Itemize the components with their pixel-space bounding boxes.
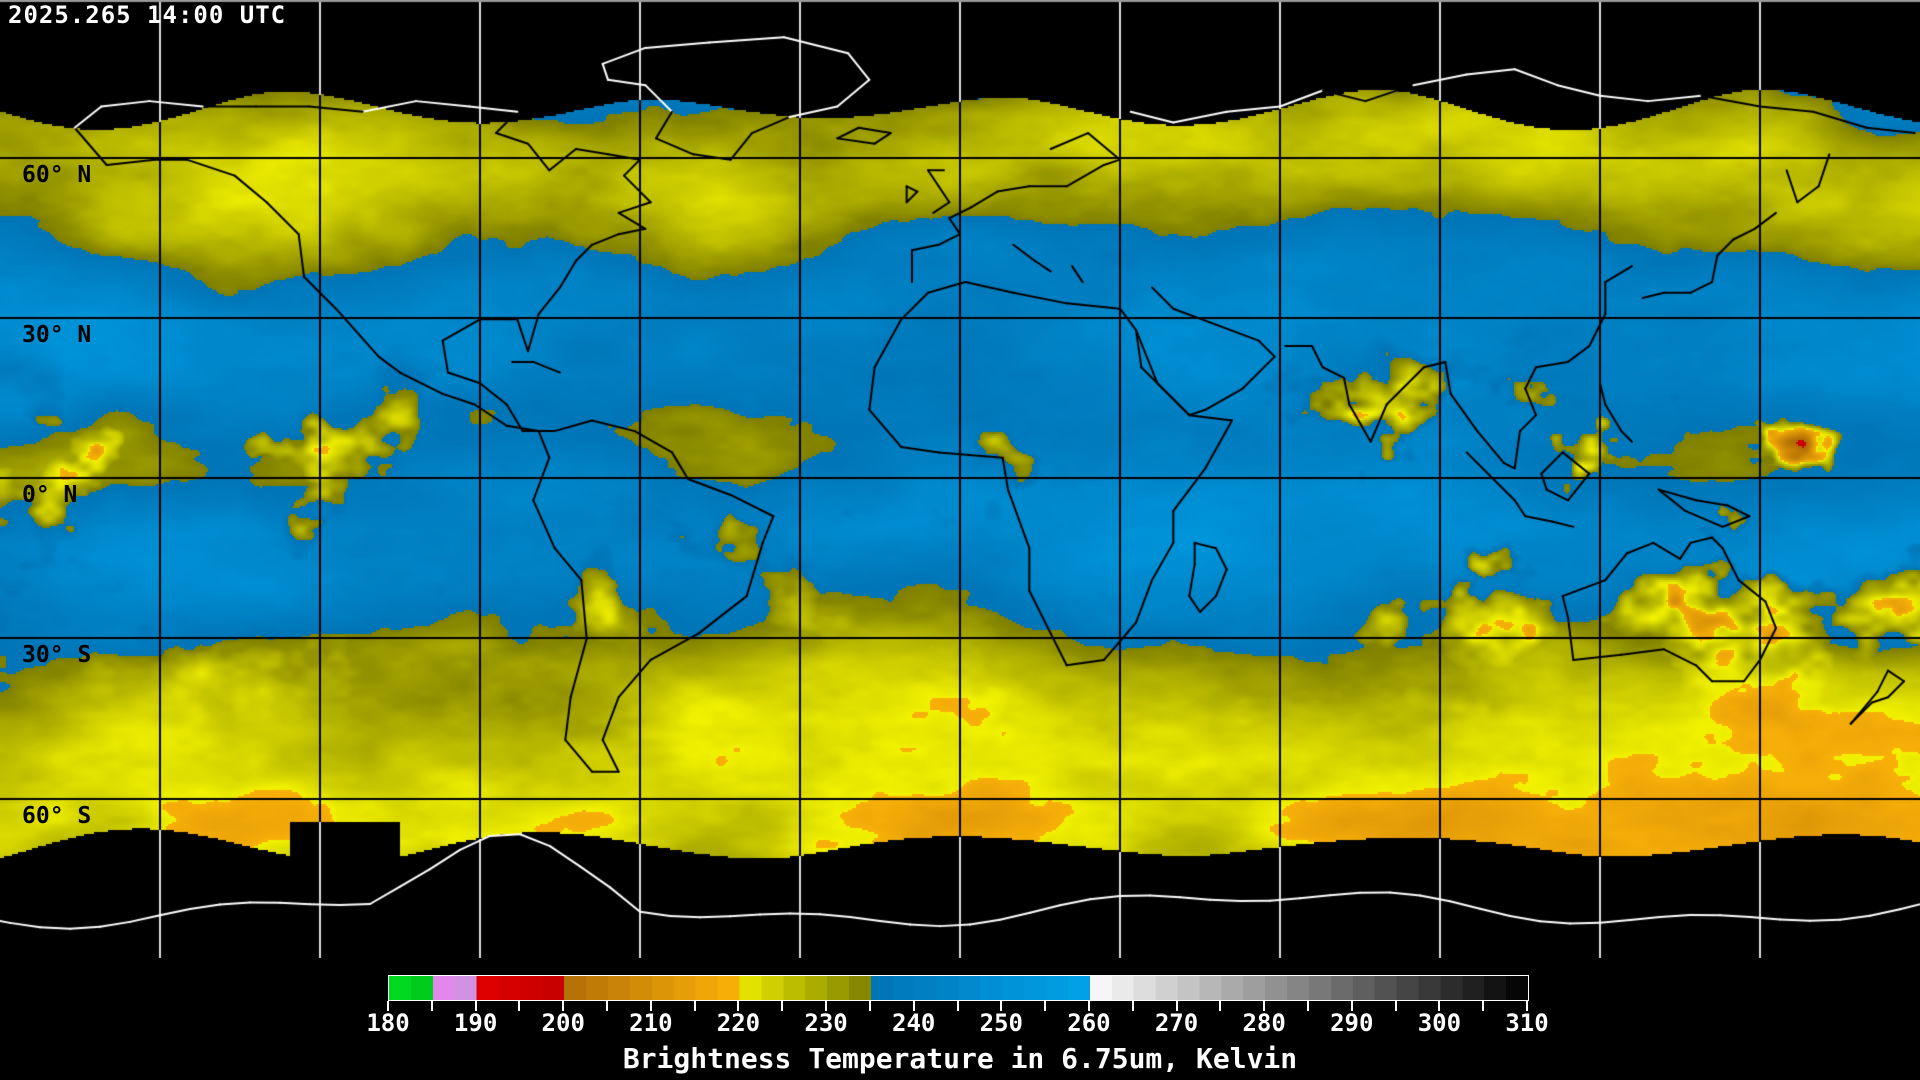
colorbar-tick-label: 220 <box>716 1009 761 1037</box>
colorbar-tick <box>474 1001 477 1011</box>
colorbar-tick <box>1219 1001 1222 1011</box>
colorbar-tick-label: 310 <box>1505 1009 1549 1037</box>
colorbar-tick-label: 230 <box>804 1009 848 1037</box>
colorbar-tick <box>693 1001 696 1011</box>
colorbar-title: Brightness Temperature in 6.75um, Kelvin <box>622 1042 1298 1075</box>
colorbar-tick <box>1394 1001 1397 1011</box>
colorbar-tick <box>518 1001 521 1011</box>
lat-label-60n: 60° N <box>22 162 92 188</box>
lat-label-60s: 60° S <box>22 803 92 829</box>
colorbar-gradient <box>389 976 1528 1000</box>
colorbar-tick <box>1000 1001 1003 1011</box>
colorbar-tick <box>1306 1001 1309 1011</box>
colorbar-tick <box>825 1001 828 1011</box>
colorbar-tick <box>606 1001 609 1011</box>
colorbar-tick <box>1482 1001 1485 1011</box>
colorbar-tick-label: 210 <box>629 1009 673 1037</box>
colorbar-tick <box>912 1001 915 1011</box>
colorbar-tick <box>1350 1001 1353 1011</box>
colorbar-tick-label: 250 <box>979 1009 1023 1037</box>
colorbar-tick <box>737 1001 740 1011</box>
colorbar-tick-label: 300 <box>1417 1009 1462 1037</box>
colorbar-tick <box>1175 1001 1178 1011</box>
colorbar-tick-label: 180 <box>366 1009 410 1037</box>
colorbar-tick-label: 200 <box>541 1009 585 1037</box>
lat-label-0n: 0° N <box>22 482 78 508</box>
lat-label-30s: 30° S <box>22 642 92 668</box>
colorbar-tick <box>781 1001 784 1011</box>
colorbar-tick <box>649 1001 652 1011</box>
colorbar-tick <box>1131 1001 1134 1011</box>
colorbar-tick-label: 290 <box>1330 1009 1374 1037</box>
colorbar-tick-label: 270 <box>1154 1009 1199 1037</box>
colorbar-tick <box>1087 1001 1090 1011</box>
colorbar-tick-labels: 180 190 200 210 220 230 240 250 260 270 280 290 300 3… <box>366 1009 1548 1041</box>
colorbar-tick <box>956 1001 959 1011</box>
colorbar-tick <box>1438 1001 1441 1011</box>
timestamp: 2025.265 14:00 UTC <box>8 1 287 29</box>
world-map-canvas <box>0 0 1920 958</box>
colorbar <box>388 975 1529 1001</box>
colorbar-tick <box>430 1001 433 1011</box>
lat-label-30n: 30° N <box>22 322 92 348</box>
colorbar-tick <box>562 1001 565 1011</box>
colorbar-tick <box>1526 1001 1528 1011</box>
colorbar-tick-label: 260 <box>1067 1009 1111 1037</box>
colorbar-tick-label: 240 <box>892 1009 936 1037</box>
colorbar-tick <box>1044 1001 1047 1011</box>
colorbar-tick-label: 190 <box>453 1009 498 1037</box>
colorbar-ticks <box>387 1001 1528 1012</box>
colorbar-tick-label: 280 <box>1242 1009 1286 1037</box>
colorbar-tick <box>868 1001 871 1011</box>
colorbar-tick <box>387 1001 389 1011</box>
colorbar-tick <box>1263 1001 1266 1011</box>
